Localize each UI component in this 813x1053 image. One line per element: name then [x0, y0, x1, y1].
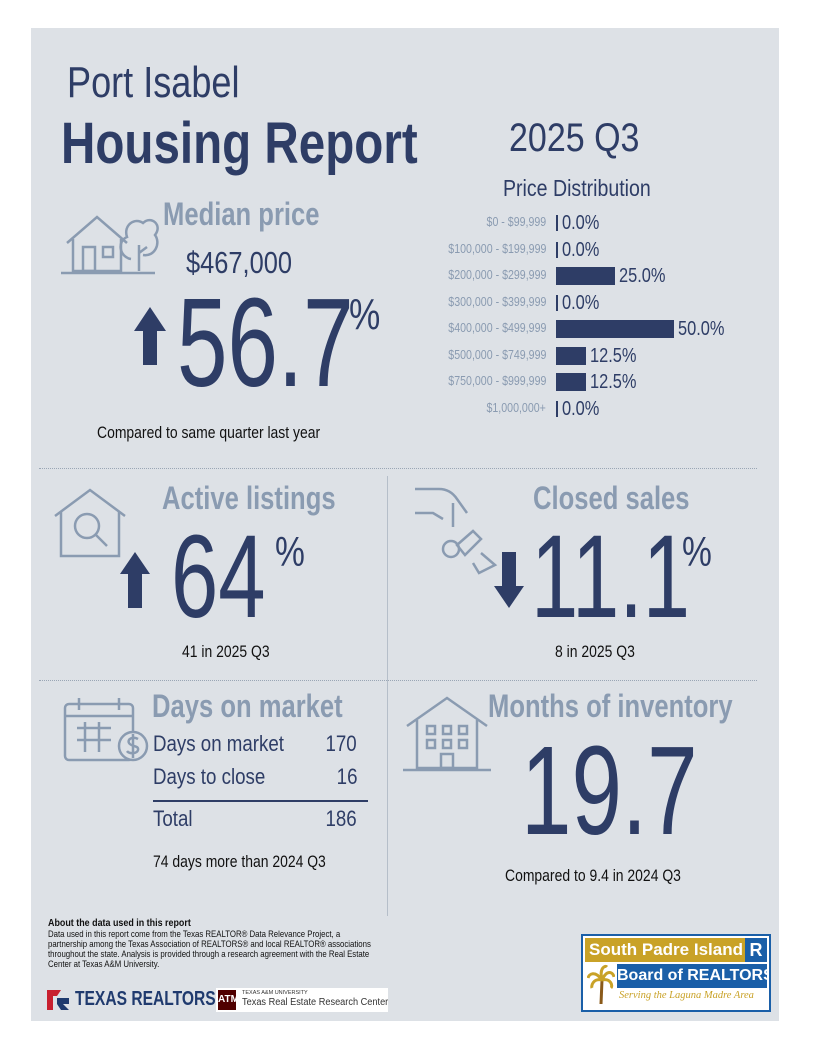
closed-sales-percent-sign: %: [682, 528, 712, 575]
dom-row-name: Days on market: [153, 731, 284, 756]
price-distribution-zero-tick: [556, 294, 558, 311]
price-range-label: $750,000 - $999,999: [447, 374, 546, 388]
down-arrow-icon: [493, 550, 525, 615]
price-distribution-title: Price Distribution: [503, 175, 651, 201]
price-range-label: $500,000 - $749,999: [447, 347, 546, 362]
price-distribution-value: 0.0%: [562, 212, 600, 234]
price-distribution-row: $500,000 - $749,999 12.5%: [31, 345, 779, 367]
divider-vertical: [387, 476, 388, 916]
months-of-inventory-note: Compared to 9.4 in 2024 Q3: [505, 866, 681, 885]
city-title: Port Isabel: [67, 58, 240, 107]
median-price-label: Median price: [163, 196, 320, 232]
closed-sales-note: 8 in 2025 Q3: [555, 642, 635, 661]
tamu-small-text: TEXAS A&M UNIVERSITY: [242, 990, 308, 996]
price-distribution-row: $200,000 - $299,999 25.0%: [31, 265, 779, 287]
dom-total-rule: [153, 800, 368, 802]
spi-line2: Board of REALTORS: [617, 964, 767, 988]
active-listings-note: 41 in 2025 Q3: [182, 642, 270, 661]
price-distribution-zero-tick: [556, 241, 558, 258]
price-range-label: $400,000 - $499,999: [447, 321, 546, 335]
about-heading: About the data used in this report: [48, 917, 191, 929]
price-range-label: $300,000 - $399,999: [447, 294, 546, 309]
price-distribution-row: $1,000,000+ 0.0%: [31, 398, 779, 420]
price-distribution-value: 25.0%: [619, 265, 666, 287]
up-arrow-icon: [119, 550, 151, 615]
texas-realtors-logo-mark: [47, 990, 71, 1015]
price-range-label: $200,000 - $299,999: [447, 268, 546, 282]
calendar-dollar-icon: [61, 696, 153, 773]
palm-tree-icon: [586, 964, 616, 1005]
price-distribution-row: $300,000 - $399,999 0.0%: [31, 292, 779, 314]
months-of-inventory-label: Months of inventory: [488, 688, 733, 724]
price-distribution-row: $0 - $99,999 0.0%: [31, 212, 779, 234]
days-on-market-note: 74 days more than 2024 Q3: [153, 852, 326, 871]
median-price-value: $467,000: [186, 245, 293, 280]
dom-row-value: 16: [336, 764, 357, 789]
price-distribution-value: 0.0%: [562, 397, 600, 420]
dom-row-value: 170: [325, 731, 357, 756]
report-title: Housing Report: [61, 111, 418, 176]
price-distribution-value: 12.5%: [589, 371, 637, 393]
price-range-label: $100,000 - $199,999: [447, 241, 546, 256]
price-distribution-bar: [556, 373, 586, 391]
house-search-icon: [51, 486, 129, 565]
price-distribution-bar: [556, 267, 615, 285]
price-distribution-value: 0.0%: [562, 291, 600, 314]
median-price-note: Compared to same quarter last year: [97, 423, 321, 442]
house-tree-icon: [59, 203, 159, 283]
closed-sales-label: Closed sales: [533, 480, 690, 516]
report-card: Port Isabel Housing Report 2025 Q3 Media…: [31, 28, 779, 1021]
dom-row-name: Days to close: [153, 764, 266, 789]
divider-top: [39, 468, 757, 469]
active-listings-label: Active listings: [162, 480, 336, 516]
price-range-label: $0 - $99,999: [486, 215, 546, 229]
price-distribution-zero-tick: [556, 215, 558, 231]
price-distribution-value: 0.0%: [562, 238, 600, 261]
spi-board-logo: South Padre Island R Board of REALTORS S…: [581, 934, 771, 1012]
dom-total-value: 186: [325, 806, 357, 831]
median-price-change: 56.7: [177, 272, 354, 413]
about-body: Data used in this report come from the T…: [48, 929, 371, 969]
median-price-percent-sign: %: [349, 290, 381, 339]
apartment-building-icon: [401, 694, 493, 779]
tamu-mark-icon: ATM: [218, 990, 239, 1010]
tamu-center-text: Texas Real Estate Research Center: [242, 997, 389, 1008]
tamu-logo: ATM TEXAS A&M UNIVERSITY Texas Real Esta…: [216, 988, 388, 1012]
texas-realtors-logo: TEXAS REALTORS: [75, 988, 216, 1010]
days-on-market-label: Days on market: [152, 688, 343, 724]
price-distribution-value: 50.0%: [678, 318, 725, 340]
active-listings-percent-sign: %: [275, 528, 305, 575]
price-distribution-bar: [556, 346, 586, 365]
divider-middle: [39, 680, 757, 681]
hand-key-icon: [413, 483, 499, 583]
price-distribution-chart: $0 - $99,999 0.0% $100,000 - $199,999 0.0% $…: [31, 212, 779, 427]
spi-line1: South Padre Island: [585, 938, 745, 962]
months-of-inventory-value: 19.7: [521, 720, 698, 861]
closed-sales-change: 11.1: [531, 511, 691, 643]
up-arrow-icon: [133, 305, 167, 372]
price-distribution-value: 12.5%: [589, 344, 637, 367]
price-distribution-bar: [556, 320, 674, 338]
price-distribution-row: $400,000 - $499,999 50.0%: [31, 318, 779, 340]
price-distribution-row: $750,000 - $999,999 12.5%: [31, 371, 779, 393]
active-listings-change: 64: [171, 511, 266, 643]
price-distribution-row: $100,000 - $199,999 0.0%: [31, 239, 779, 261]
dom-total-label: Total: [153, 806, 193, 831]
realtor-r-icon: R: [745, 938, 767, 962]
spi-tagline: Serving the Laguna Madre Area: [619, 990, 754, 1001]
price-range-label: $1,000,000+: [486, 400, 546, 415]
quarter-label: 2025 Q3: [509, 116, 640, 160]
price-distribution-zero-tick: [556, 400, 558, 417]
